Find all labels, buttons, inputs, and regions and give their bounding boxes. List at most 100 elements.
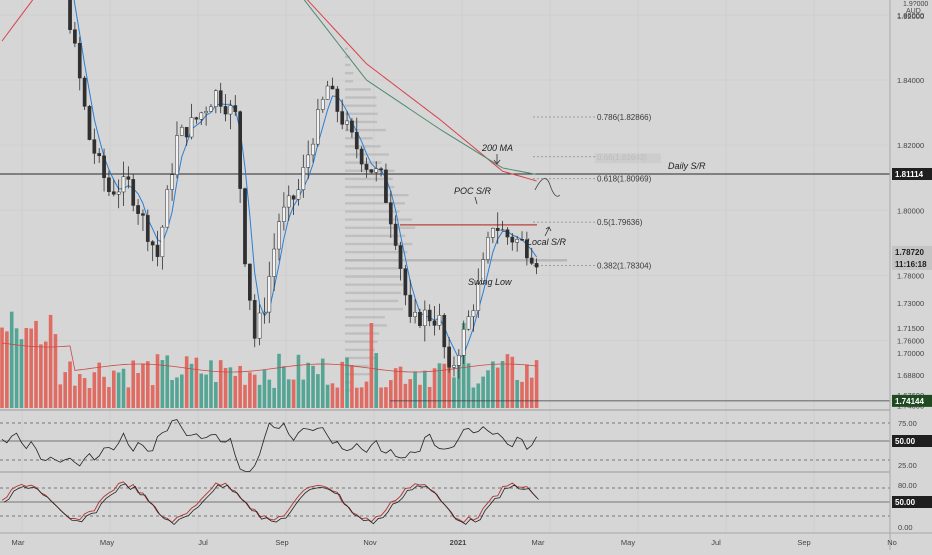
- volume-bar: [525, 364, 529, 408]
- candle-body: [82, 77, 87, 107]
- profile-bin: [345, 177, 393, 181]
- volume-bar: [277, 353, 281, 408]
- volume-bar: [427, 386, 432, 408]
- profile-bin: [345, 324, 387, 327]
- volume-bar: [369, 323, 374, 408]
- annotation-local-sr: Local S/R: [527, 237, 567, 247]
- candle-body: [461, 328, 466, 356]
- candle-body: [393, 223, 398, 246]
- profile-bin: [345, 340, 378, 343]
- x-axis-tick-label: Mar: [532, 538, 545, 547]
- profile-bin: [345, 226, 416, 229]
- volume-bar: [218, 360, 223, 408]
- volume-bar: [155, 354, 160, 408]
- volume-bar: [481, 376, 485, 408]
- volume-bar: [354, 387, 359, 408]
- candle-body: [398, 245, 403, 269]
- candle-body: [481, 259, 485, 284]
- candle-body: [267, 276, 272, 313]
- candle-body: [199, 112, 204, 120]
- candle-body: [68, 0, 72, 30]
- volume-bars: [0, 311, 539, 408]
- volume-bar: [466, 363, 471, 408]
- candle-body: [534, 263, 539, 268]
- x-axis-tick-label: May: [621, 538, 635, 547]
- stoch-axis-label: 0.00: [898, 523, 913, 532]
- ma-200-line: [1, 0, 537, 182]
- volume-bar: [87, 387, 92, 408]
- volume-bar: [495, 367, 500, 408]
- volume-bar: [24, 327, 29, 408]
- x-axis-tick-label: Sep: [797, 538, 810, 547]
- x-axis-tick-label: Jul: [198, 538, 208, 547]
- profile-bin: [345, 88, 371, 91]
- candle-body: [257, 312, 262, 339]
- volume-bar: [82, 378, 87, 408]
- volume-bar: [131, 360, 136, 408]
- volume-bar: [330, 383, 335, 408]
- candle-body: [92, 139, 97, 154]
- candle-body: [427, 309, 432, 322]
- volume-bar: [432, 368, 437, 408]
- volume-bar: [34, 320, 38, 408]
- profile-bin: [345, 307, 403, 311]
- x-axis-tick-label: Sep: [275, 538, 288, 547]
- oscillator-panes: [0, 409, 932, 526]
- stoch-axis-label: 80.00: [898, 481, 917, 490]
- candle-body: [432, 320, 437, 326]
- volume-bar: [39, 344, 43, 408]
- volume-bar: [418, 384, 422, 408]
- candle-body: [413, 311, 417, 317]
- candle-body: [204, 111, 208, 114]
- rsi-line: [1, 419, 537, 472]
- volume-bar: [248, 372, 252, 408]
- volume-bar: [146, 361, 150, 408]
- volume-bar: [223, 367, 228, 408]
- volume-bar: [14, 328, 19, 408]
- profile-bin: [345, 128, 386, 132]
- volume-bar: [252, 374, 257, 408]
- last-price-tag: 1.78720: [895, 248, 924, 257]
- daily-sr-price-tag-box: [892, 168, 932, 180]
- time-axis[interactable]: Mar May Jul Sep Nov 2021 Mar May Jul Sep No: [0, 532, 932, 547]
- candle-body: [491, 228, 495, 238]
- volume-bar: [491, 361, 495, 408]
- volume-bar: [500, 361, 505, 408]
- volume-bar: [457, 357, 461, 408]
- countdown-tag-box: [892, 257, 932, 270]
- volume-bar: [403, 383, 408, 408]
- rsi-axis-label: 75.00: [898, 419, 917, 428]
- volume-bar: [423, 370, 427, 408]
- volume-bar: [165, 355, 170, 408]
- profile-bin: [345, 80, 354, 83]
- profile-bin: [345, 145, 381, 148]
- candle-body: [447, 346, 451, 368]
- volume-bar: [335, 387, 340, 408]
- candle-body: [243, 188, 247, 265]
- profile-bin: [345, 137, 373, 140]
- volume-bar: [9, 311, 14, 408]
- volume-bar: [534, 360, 539, 408]
- candle-body: [175, 135, 179, 175]
- last-price-tag-box: [892, 245, 932, 258]
- volume-bar: [204, 374, 208, 408]
- profile-bin: [345, 242, 413, 246]
- candle-body: [325, 85, 330, 100]
- candle-body: [121, 176, 126, 193]
- fib-level-label: 0.786(1.82866): [597, 113, 652, 122]
- profile-bin: [345, 267, 401, 270]
- candle-body: [374, 168, 379, 173]
- price-axis[interactable]: 1.9?000AUD1.920001.900001.880001.860001.…: [889, 0, 932, 550]
- profile-bin: [345, 63, 351, 67]
- volume-bar: [77, 374, 82, 408]
- volume-bar: [529, 377, 534, 408]
- candle-body: [510, 236, 515, 243]
- volume-bar: [53, 334, 58, 408]
- candle-body: [437, 315, 442, 326]
- swing-low-price-tag: 1.74144: [895, 397, 924, 406]
- candle-body: [408, 294, 413, 317]
- candle-body: [223, 106, 228, 115]
- candle-body: [311, 143, 315, 156]
- candle-body: [150, 241, 155, 246]
